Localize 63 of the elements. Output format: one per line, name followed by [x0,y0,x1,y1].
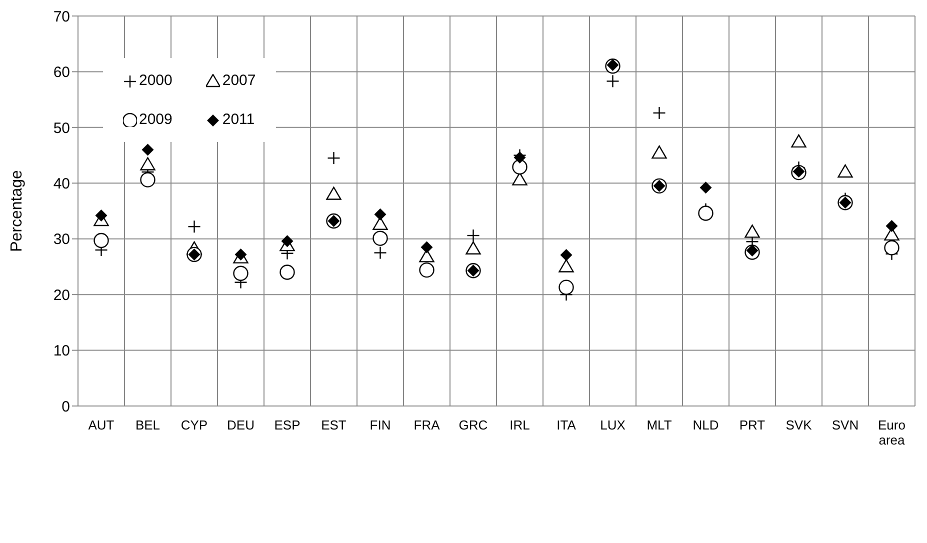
legend-label: 2009 [139,111,172,128]
x-tick-label: IRL [510,418,530,433]
y-tick-label: 30 [53,231,70,248]
x-tick-label: FIN [370,418,391,433]
x-tick-label: EST [321,418,346,433]
x-tick-label: Euro area [878,418,906,448]
legend-label: 2000 [139,72,172,89]
point [233,266,248,281]
point [140,157,156,170]
point [746,244,758,257]
y-axis-title: Percentage [8,170,26,252]
x-tick-label: PRT [739,418,766,433]
x-tick-label: ESP [274,418,300,433]
point [512,159,528,175]
y-tick-label: 20 [53,286,70,304]
point [280,264,295,280]
point [698,206,714,221]
x-tick-label: SVN [832,418,859,433]
x-tick-label: BEL [135,418,160,433]
point [326,186,342,200]
y-tick-label: 50 [53,120,70,137]
point [234,248,247,260]
point [791,134,806,148]
legend-label: 2011 [222,111,255,128]
x-tick-label: SVK [786,418,812,433]
point [419,262,434,278]
point [420,241,433,254]
x-tick-label: AUT [88,418,114,433]
point [512,172,528,186]
point [466,241,481,254]
x-tick-label: NLD [692,418,719,433]
point [652,145,667,159]
point [94,232,109,248]
point [558,259,574,272]
y-tick-label: 60 [53,64,70,82]
x-tick-label: LUX [600,418,626,433]
x-tick-label: ITA [556,418,576,433]
point [886,220,898,232]
y-tick-label: 0 [62,398,70,416]
point [372,230,388,246]
x-tick-label: CYP [180,418,208,433]
legend-label: 2007 [222,72,256,89]
point [558,280,574,295]
point [142,144,154,156]
x-tick-label: DEU [227,418,254,433]
y-tick-label: 10 [53,342,70,360]
point [792,165,805,178]
point [838,164,853,178]
point [514,152,526,164]
point [374,208,386,220]
point [744,224,760,238]
x-tick-label: FRA [414,418,440,433]
point [560,249,572,262]
point [700,182,712,194]
point [95,209,108,222]
y-tick-label: 70 [53,8,70,26]
point [372,216,388,230]
x-tick-label: MLT [646,418,672,433]
point [884,240,900,256]
point [281,235,294,248]
point [140,172,156,188]
y-tick-label: 40 [53,175,70,192]
x-tick-label: GRC [458,418,488,433]
